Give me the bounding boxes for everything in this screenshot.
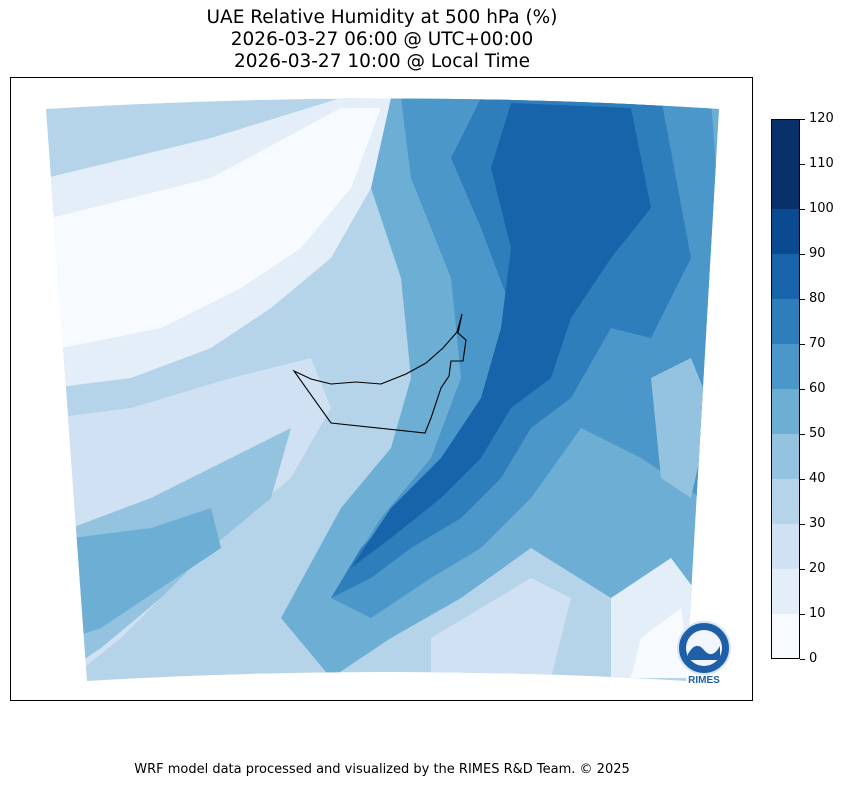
colorbar-tick-mark [800,164,805,165]
colorbar-tick-label: 10 [809,606,826,621]
colorbar-tick-mark [800,434,805,435]
footer-credit: WRF model data processed and visualized … [134,762,630,777]
colorbar-tick-label: 40 [809,471,826,486]
colorbar-tick-label: 60 [809,381,826,396]
uae-boundary [292,313,467,434]
colorbar-tick-mark [800,479,805,480]
colorbar-tick-mark [800,254,805,255]
colorbar-swatch [771,524,800,569]
colorbar-swatch [771,164,800,209]
humidity-field [46,98,719,681]
colorbar [771,119,800,659]
colorbar-tick-label: 30 [809,516,826,531]
colorbar-tick-mark [800,659,805,660]
colorbar-tick-label: 90 [809,246,826,261]
colorbar-tick-label: 100 [809,201,834,216]
colorbar-swatch [771,434,800,479]
colorbar-tick-mark [800,344,805,345]
colorbar-tick-mark [800,389,805,390]
colorbar-tick-label: 70 [809,336,826,351]
colorbar-swatch [771,569,800,614]
rh-band-60-west [71,508,221,638]
colorbar-tick-mark [800,614,805,615]
colorbar-tick-mark [800,299,805,300]
title-line-3: 2026-03-27 10:00 @ Local Time [233,51,531,72]
colorbar-tick-label: 0 [809,651,818,666]
colorbar-tick-label: 110 [809,156,834,171]
colorbar-tick-mark [800,119,805,120]
colorbar-swatch [771,254,800,299]
title-line-2: 2026-03-27 06:00 @ UTC+00:00 [230,29,534,50]
colorbar-tick-label: 80 [809,291,826,306]
colorbar-swatch [771,209,800,254]
map-title: UAE Relative Humidity at 500 hPa (%) 202… [0,7,764,73]
rh-band-0-southeast [631,608,691,678]
colorbar-tick-label: 20 [809,561,826,576]
colorbar-swatch [771,479,800,524]
title-line-1: UAE Relative Humidity at 500 hPa (%) [206,7,558,28]
colorbar-swatch [771,299,800,344]
map-frame [10,77,753,701]
colorbar-swatches [771,119,800,659]
colorbar-tick-mark [800,209,805,210]
svg-text:RIMES: RIMES [688,675,720,686]
colorbar-swatch [771,119,800,164]
colorbar-tick-mark [800,524,805,525]
rh-band-20-south [431,578,571,678]
rimes-logo: RIMES [676,620,732,686]
colorbar-tick-label: 50 [809,426,826,441]
colorbar-swatch [771,344,800,389]
rh-band-40-east [651,358,711,498]
colorbar-border [771,119,800,659]
colorbar-tick-mark [800,569,805,570]
colorbar-swatch [771,389,800,434]
colorbar-tick-label: 120 [809,111,834,126]
colorbar-swatch [771,614,800,659]
rh-band-0 [51,108,381,348]
rh-band-90 [351,103,651,568]
